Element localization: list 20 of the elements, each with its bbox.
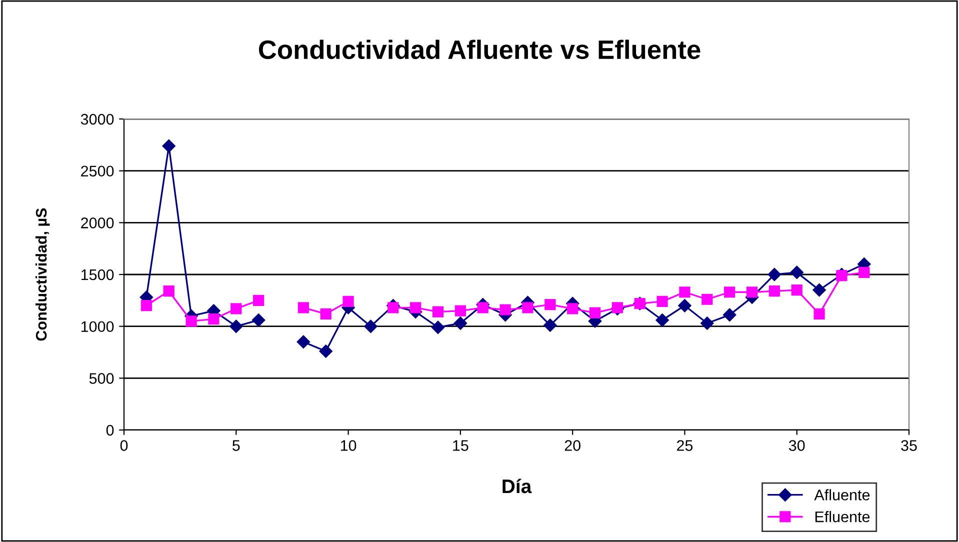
x-tick-label: 0 xyxy=(120,440,128,451)
x-tick-label: 30 xyxy=(788,440,805,451)
legend-label: Afluente xyxy=(814,489,870,500)
y-tick-label: 1500 xyxy=(81,269,114,280)
x-axis-title: Día xyxy=(502,478,532,494)
y-tick-label: 500 xyxy=(89,373,114,384)
x-tick-label: 20 xyxy=(564,440,580,451)
legend-label: Efluente xyxy=(815,511,870,522)
x-tick-label: 10 xyxy=(340,440,356,451)
y-tick-label: 2500 xyxy=(81,166,114,177)
y-tick-label: 2000 xyxy=(81,218,114,228)
x-tick-label: 25 xyxy=(676,440,693,451)
x-tick-label: 5 xyxy=(232,440,240,451)
chart-title: Conductividad Afluente vs Efluente xyxy=(258,40,700,60)
y-axis-title: Conductividad, µS xyxy=(35,208,50,341)
y-tick-label: 3000 xyxy=(80,114,114,125)
x-tick-label: 15 xyxy=(453,440,468,451)
y-tick-label: 0 xyxy=(106,424,114,436)
x-tick-label: 35 xyxy=(901,440,917,451)
y-tick-label: 1000 xyxy=(81,321,114,332)
